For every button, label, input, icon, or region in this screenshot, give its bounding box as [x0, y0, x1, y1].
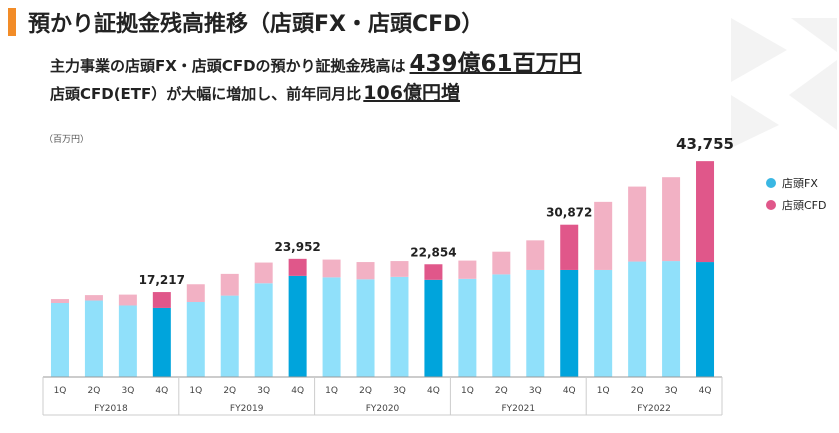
x-tick-label: 4Q	[427, 386, 440, 396]
bar-fx	[594, 269, 613, 377]
bar-fx	[322, 277, 341, 377]
bar-cfd	[322, 259, 341, 278]
x-tick-label: 1Q	[54, 386, 67, 396]
x-group-label: FY2018	[94, 404, 128, 414]
legend-fx-label: 店頭FX	[782, 177, 818, 190]
bar-cfd	[288, 258, 307, 276]
bar-cfd	[152, 292, 171, 308]
x-tick-label: 3Q	[393, 386, 406, 396]
bar-fx	[628, 261, 647, 377]
bar-cfd	[220, 273, 239, 296]
legend-fx-swatch	[766, 178, 776, 188]
x-tick-label: 2Q	[223, 386, 236, 396]
bar-cfd	[118, 294, 137, 306]
bar-cfd	[526, 240, 545, 270]
x-tick-label: 3Q	[257, 386, 270, 396]
x-tick-label: 2Q	[631, 386, 644, 396]
bar-cfd	[458, 260, 477, 279]
bar-cfd	[390, 261, 409, 277]
x-tick-label: 1Q	[189, 386, 202, 396]
x-tick-label: 1Q	[325, 386, 338, 396]
bar-fx	[50, 303, 69, 377]
x-tick-label: 4Q	[291, 386, 304, 396]
bar-cfd	[594, 201, 613, 270]
legend-item-cfd: 店頭CFD	[766, 194, 826, 216]
bar-fx	[288, 275, 307, 377]
bar-cfd	[662, 177, 681, 262]
x-tick-label: 1Q	[461, 386, 474, 396]
bar-fx	[526, 269, 545, 377]
bar-fx	[356, 279, 375, 377]
x-tick-label: 4Q	[155, 386, 168, 396]
bar-fx	[424, 279, 443, 377]
bar-cfd	[560, 224, 579, 270]
bar-fx	[390, 276, 409, 377]
y-unit-label: （百万円）	[44, 135, 90, 145]
data-label: 43,755	[676, 135, 734, 153]
bar-cfd	[50, 299, 69, 303]
summary-line-2-text: 店頭CFD(ETF）が大幅に増加し、前年同月比	[50, 85, 362, 103]
x-group-label: FY2022	[637, 404, 671, 414]
bar-fx	[458, 278, 477, 377]
chart-legend: 店頭FX 店頭CFD	[766, 172, 826, 216]
bar-fx	[662, 261, 681, 377]
bar-fx	[186, 302, 205, 377]
x-tick-label: 4Q	[563, 386, 576, 396]
x-group-label: FY2019	[230, 404, 264, 414]
legend-cfd-swatch	[766, 200, 776, 210]
legend-cfd-label: 店頭CFD	[782, 199, 827, 212]
data-label: 30,872	[546, 206, 592, 220]
bar-fx	[152, 307, 171, 377]
decorative-logo-shape	[731, 18, 837, 148]
x-tick-label: 2Q	[359, 386, 372, 396]
x-tick-label: 2Q	[495, 386, 508, 396]
bar-cfd	[254, 262, 273, 284]
legend-item-fx: 店頭FX	[766, 172, 826, 194]
bar-fx	[118, 305, 137, 377]
x-tick-label: 1Q	[597, 386, 610, 396]
page-title: 預かり証拠金残高推移（店頭FX・店頭CFD）	[28, 12, 484, 37]
data-label: 22,854	[410, 245, 456, 259]
x-tick-label: 4Q	[699, 386, 712, 396]
summary-line-1-text: 主力事業の店頭FX・店頭CFDの預かり証拠金残高は	[50, 57, 406, 75]
summary-line-1: 主力事業の店頭FX・店頭CFDの預かり証拠金残高は 439億61百万円	[50, 44, 582, 78]
x-group-label: FY2021	[502, 404, 536, 414]
bar-cfd	[424, 264, 443, 280]
x-tick-label: 3Q	[121, 386, 134, 396]
title-accent-bar	[8, 8, 16, 36]
bar-cfd	[356, 262, 375, 280]
x-tick-label: 3Q	[665, 386, 678, 396]
bar-fx	[254, 283, 273, 377]
bar-cfd	[628, 186, 647, 262]
bar-fx	[84, 300, 103, 377]
bar-fx	[560, 269, 579, 377]
bar-cfd	[84, 295, 103, 301]
bar-cfd	[696, 161, 715, 263]
bar-fx	[220, 295, 239, 377]
summary-line-2: 店頭CFD(ETF）が大幅に増加し、前年同月比 106億円増	[50, 78, 460, 105]
summary-line-2-value: 106億円増	[363, 82, 460, 104]
data-label: 23,952	[274, 240, 320, 254]
data-label: 17,217	[139, 273, 185, 287]
bar-cfd	[492, 251, 511, 275]
bar-cfd	[186, 284, 205, 303]
summary-line-1-value: 439億61百万円	[409, 51, 582, 77]
x-tick-label: 3Q	[529, 386, 542, 396]
x-group-label: FY2020	[366, 404, 400, 414]
bar-fx	[696, 262, 715, 377]
x-tick-label: 2Q	[88, 386, 101, 396]
bar-fx	[492, 274, 511, 377]
